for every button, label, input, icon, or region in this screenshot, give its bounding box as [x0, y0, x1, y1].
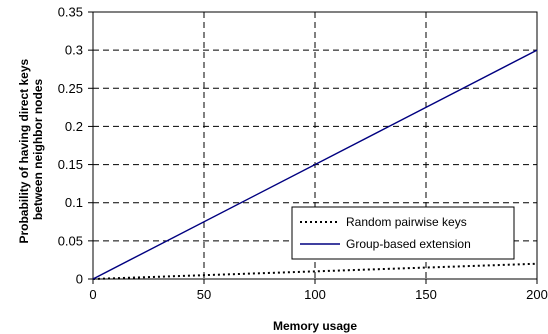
axis-ticks: 0 50 100 150 200 0 0.05 0.1 0.15 0.2 0.25 0.3 0.35 — [58, 5, 548, 303]
x-tick-label: 150 — [415, 287, 437, 302]
x-tick-label: 0 — [89, 287, 96, 302]
x-axis-title: Memory usage — [273, 319, 357, 333]
y-axis-title-line-2: between neighbor nodes — [31, 79, 45, 221]
y-tick-label: 0.35 — [58, 5, 83, 20]
legend-label-random-pairwise-keys: Random pairwise keys — [346, 215, 467, 229]
y-tick-label: 0.25 — [58, 81, 83, 96]
legend-box — [291, 206, 515, 260]
y-tick-label: 0.05 — [58, 233, 83, 248]
y-axis-title: Probability of having direct keys betwee… — [17, 55, 45, 243]
x-tick-label: 200 — [526, 287, 548, 302]
legend-label-group-based-extension: Group-based extension — [346, 237, 471, 251]
legend: Random pairwise keys Group-based extensi… — [291, 206, 515, 260]
y-tick-label: 0.15 — [58, 157, 83, 172]
x-tick-label: 100 — [304, 287, 326, 302]
y-tick-label: 0 — [76, 272, 83, 287]
x-tick-label: 50 — [197, 287, 211, 302]
y-tick-label: 0.3 — [65, 43, 83, 58]
series-line-random-pairwise-keys — [92, 262, 538, 280]
y-axis-title-line-1: Probability of having direct keys — [17, 58, 31, 243]
y-tick-label: 0.1 — [65, 195, 83, 210]
series-lines — [92, 49, 538, 280]
series-line-group-based-extension — [92, 49, 538, 280]
y-tick-label: 0.2 — [65, 119, 83, 134]
